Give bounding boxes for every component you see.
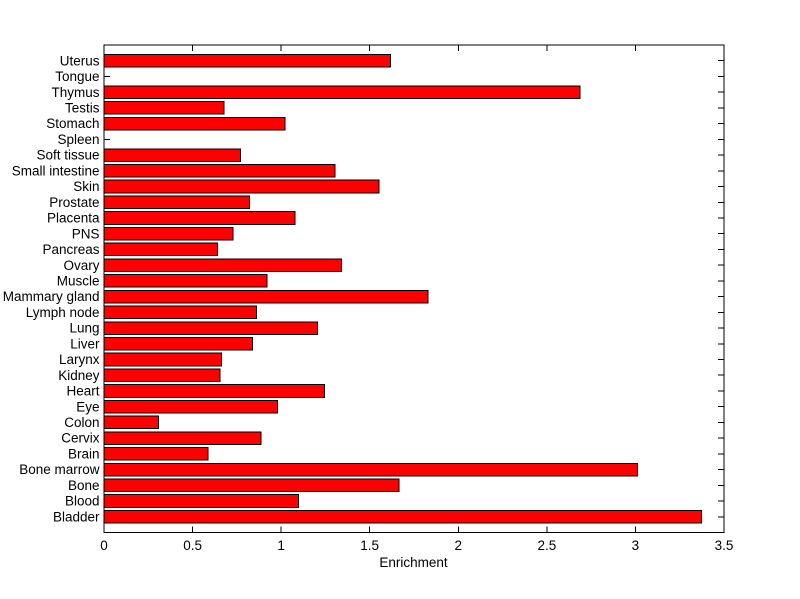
svg-text:1.5: 1.5	[360, 538, 379, 553]
svg-text:0: 0	[100, 538, 108, 553]
svg-text:Skin: Skin	[73, 179, 99, 194]
svg-text:Brain: Brain	[68, 447, 100, 462]
svg-text:Spleen: Spleen	[57, 132, 99, 147]
svg-text:3: 3	[632, 538, 640, 553]
svg-text:Heart: Heart	[66, 384, 99, 399]
svg-text:Thymus: Thymus	[51, 85, 99, 100]
svg-text:Colon: Colon	[64, 415, 99, 430]
svg-text:0.5: 0.5	[183, 538, 202, 553]
svg-text:Larynx: Larynx	[59, 352, 100, 367]
svg-text:Stomach: Stomach	[46, 116, 99, 131]
svg-text:Uterus: Uterus	[60, 53, 100, 68]
svg-text:Testis: Testis	[65, 101, 100, 116]
svg-text:Muscle: Muscle	[57, 274, 100, 289]
svg-text:Lymph node: Lymph node	[26, 305, 100, 320]
svg-text:2: 2	[455, 538, 463, 553]
svg-text:Liver: Liver	[70, 336, 100, 351]
svg-text:Bone: Bone	[68, 478, 100, 493]
svg-text:Bladder: Bladder	[53, 509, 100, 524]
svg-text:Soft tissue: Soft tissue	[36, 148, 99, 163]
svg-text:Mammary gland: Mammary gland	[3, 289, 100, 304]
svg-text:2.5: 2.5	[538, 538, 557, 553]
svg-text:Placenta: Placenta	[47, 211, 100, 226]
svg-text:Bone marrow: Bone marrow	[19, 462, 100, 477]
svg-text:Tongue: Tongue	[55, 69, 99, 84]
svg-text:1: 1	[277, 538, 285, 553]
svg-text:Kidney: Kidney	[58, 368, 100, 383]
svg-text:Blood: Blood	[65, 494, 100, 509]
svg-text:Cervix: Cervix	[61, 431, 100, 446]
svg-text:PNS: PNS	[72, 226, 100, 241]
svg-text:Ovary: Ovary	[63, 258, 99, 273]
svg-text:Prostate: Prostate	[49, 195, 99, 210]
svg-text:Lung: Lung	[69, 321, 99, 336]
svg-text:Small intestine: Small intestine	[12, 163, 100, 178]
svg-text:3.5: 3.5	[715, 538, 734, 553]
svg-text:Eye: Eye	[76, 399, 99, 414]
svg-text:Enrichment: Enrichment	[379, 555, 448, 570]
svg-text:Pancreas: Pancreas	[42, 242, 99, 257]
